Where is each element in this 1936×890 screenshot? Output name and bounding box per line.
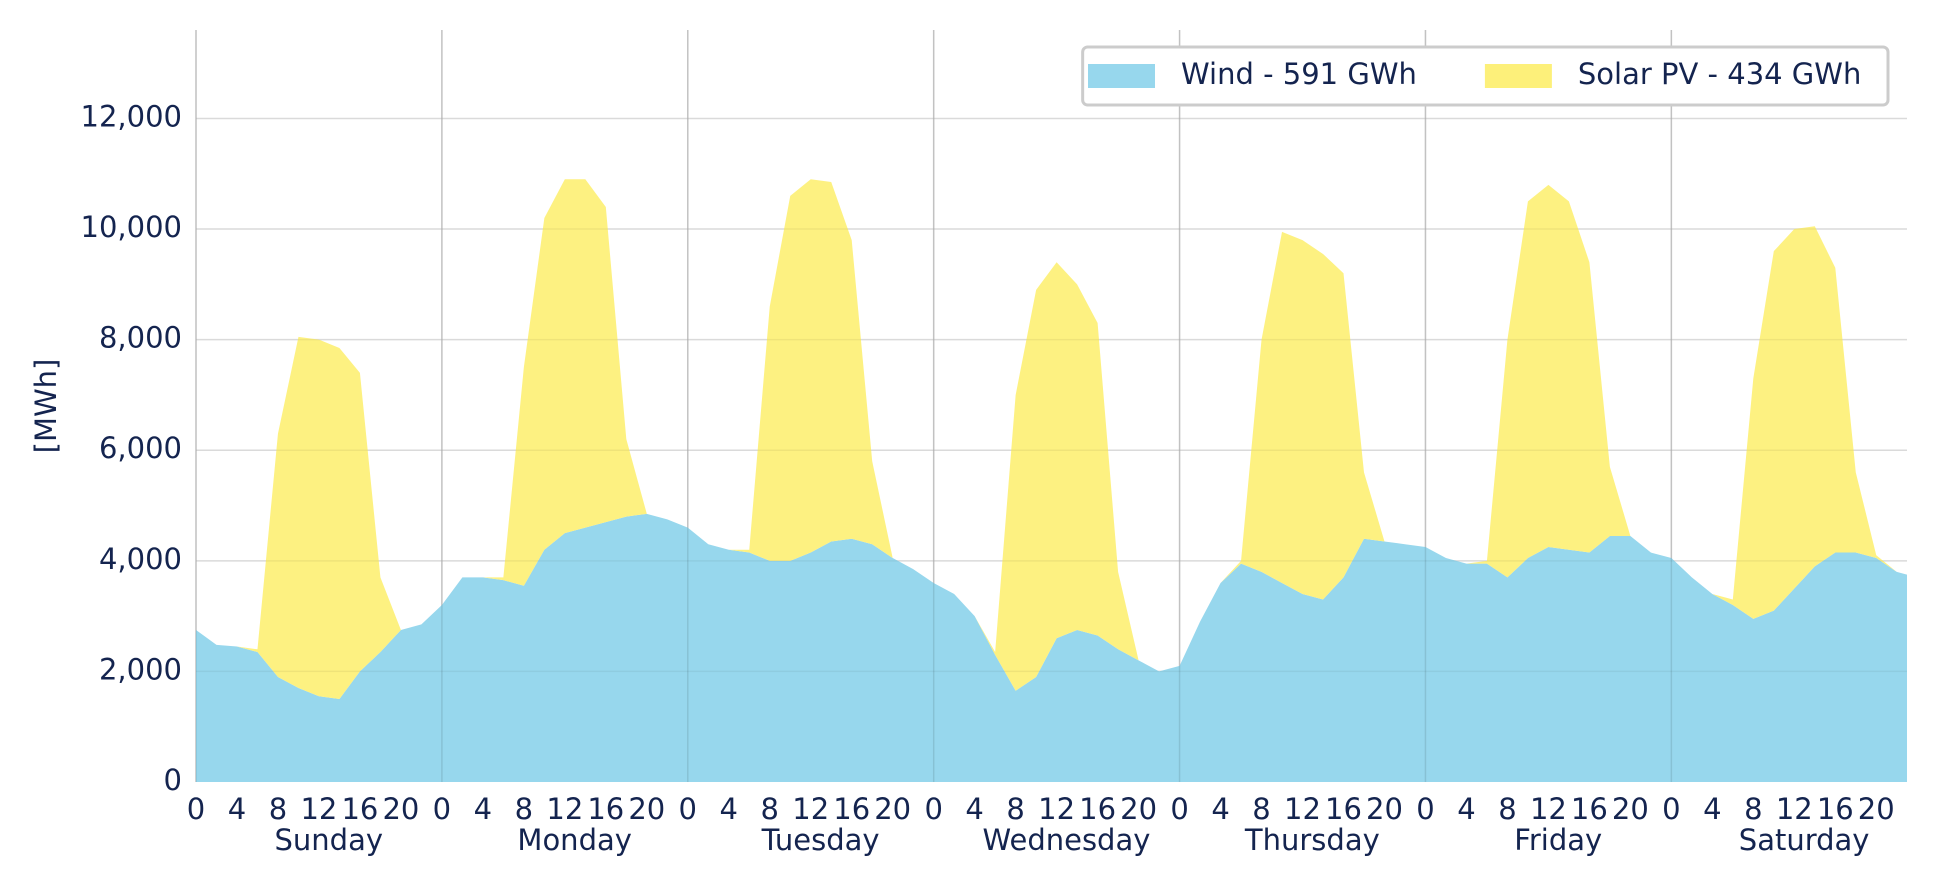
y-tick-label: 6,000 xyxy=(99,431,182,465)
area xyxy=(196,513,1907,782)
x-tick-label: 16 xyxy=(587,792,624,826)
day-label: Monday xyxy=(517,823,632,857)
day-label: Tuesday xyxy=(761,823,880,857)
y-tick-label: 0 xyxy=(164,763,182,797)
x-tick-label: 8 xyxy=(269,792,287,826)
x-tick-label: 16 xyxy=(833,792,870,826)
x-tick-label: 20 xyxy=(1120,792,1157,826)
x-tick-label: 4 xyxy=(1211,792,1229,826)
x-tick-label: 16 xyxy=(1571,792,1608,826)
x-tick-label: 20 xyxy=(1612,792,1649,826)
x-tick-label: 8 xyxy=(1006,792,1024,826)
legend: Wind - 591 GWh Solar PV - 434 GWh xyxy=(1081,45,1890,107)
x-tick-label: 12 xyxy=(1530,792,1567,826)
x-tick-label: 4 xyxy=(1703,792,1721,826)
y-tick-label: 12,000 xyxy=(81,99,182,133)
x-tick-label: 16 xyxy=(341,792,378,826)
x-tick-label: 12 xyxy=(1776,792,1813,826)
x-tick-label: 20 xyxy=(874,792,911,826)
x-tick-label: 16 xyxy=(1079,792,1116,826)
x-tick-label: 0 xyxy=(1662,792,1680,826)
x-tick-label: 12 xyxy=(300,792,337,826)
x-tick-label: 20 xyxy=(382,792,419,826)
x-tick-label: 8 xyxy=(515,792,533,826)
legend-swatch xyxy=(1484,64,1552,88)
x-tick-label: 4 xyxy=(474,792,492,826)
x-tick-label: 20 xyxy=(1366,792,1403,826)
x-tick-label: 8 xyxy=(761,792,779,826)
day-label: Thursday xyxy=(1244,823,1380,857)
x-tick-label: 8 xyxy=(1744,792,1762,826)
day-label: Wednesday xyxy=(983,823,1151,857)
legend-label: Solar PV - 434 GWh xyxy=(1578,57,1861,91)
y-tick-label: 2,000 xyxy=(99,652,182,686)
x-tick-label: 20 xyxy=(628,792,665,826)
x-tick-label: 4 xyxy=(228,792,246,826)
x-tick-label: 16 xyxy=(1325,792,1362,826)
x-tick-label: 12 xyxy=(1284,792,1321,826)
legend-swatch xyxy=(1088,64,1155,88)
x-tick-label: 20 xyxy=(1858,792,1895,826)
x-tick-label: 4 xyxy=(965,792,983,826)
legend-label: Wind - 591 GWh xyxy=(1181,57,1417,91)
y-axis-label: [MWh] xyxy=(29,359,63,454)
x-tick-label: 8 xyxy=(1252,792,1270,826)
y-tick-label: 8,000 xyxy=(99,321,182,355)
x-tick-label: 12 xyxy=(1038,792,1075,826)
x-tick-label: 12 xyxy=(792,792,829,826)
x-tick-label: 0 xyxy=(433,792,451,826)
area xyxy=(196,179,1907,700)
day-label: Saturday xyxy=(1739,823,1870,857)
x-tick-label: 16 xyxy=(1817,792,1854,826)
x-tick-label: 0 xyxy=(679,792,697,826)
y-tick-label: 4,000 xyxy=(99,542,182,576)
x-tick-label: 0 xyxy=(924,792,942,826)
x-tick-label: 0 xyxy=(1416,792,1434,826)
x-tick-label: 4 xyxy=(720,792,738,826)
day-label: Friday xyxy=(1514,823,1602,857)
y-tick-label: 10,000 xyxy=(81,210,182,244)
x-tick-label: 12 xyxy=(546,792,583,826)
x-tick-label: 4 xyxy=(1457,792,1475,826)
x-tick-label: 8 xyxy=(1498,792,1516,826)
x-tick-label: 0 xyxy=(1170,792,1188,826)
day-label: Sunday xyxy=(275,823,384,857)
x-tick-label: 0 xyxy=(187,792,205,826)
